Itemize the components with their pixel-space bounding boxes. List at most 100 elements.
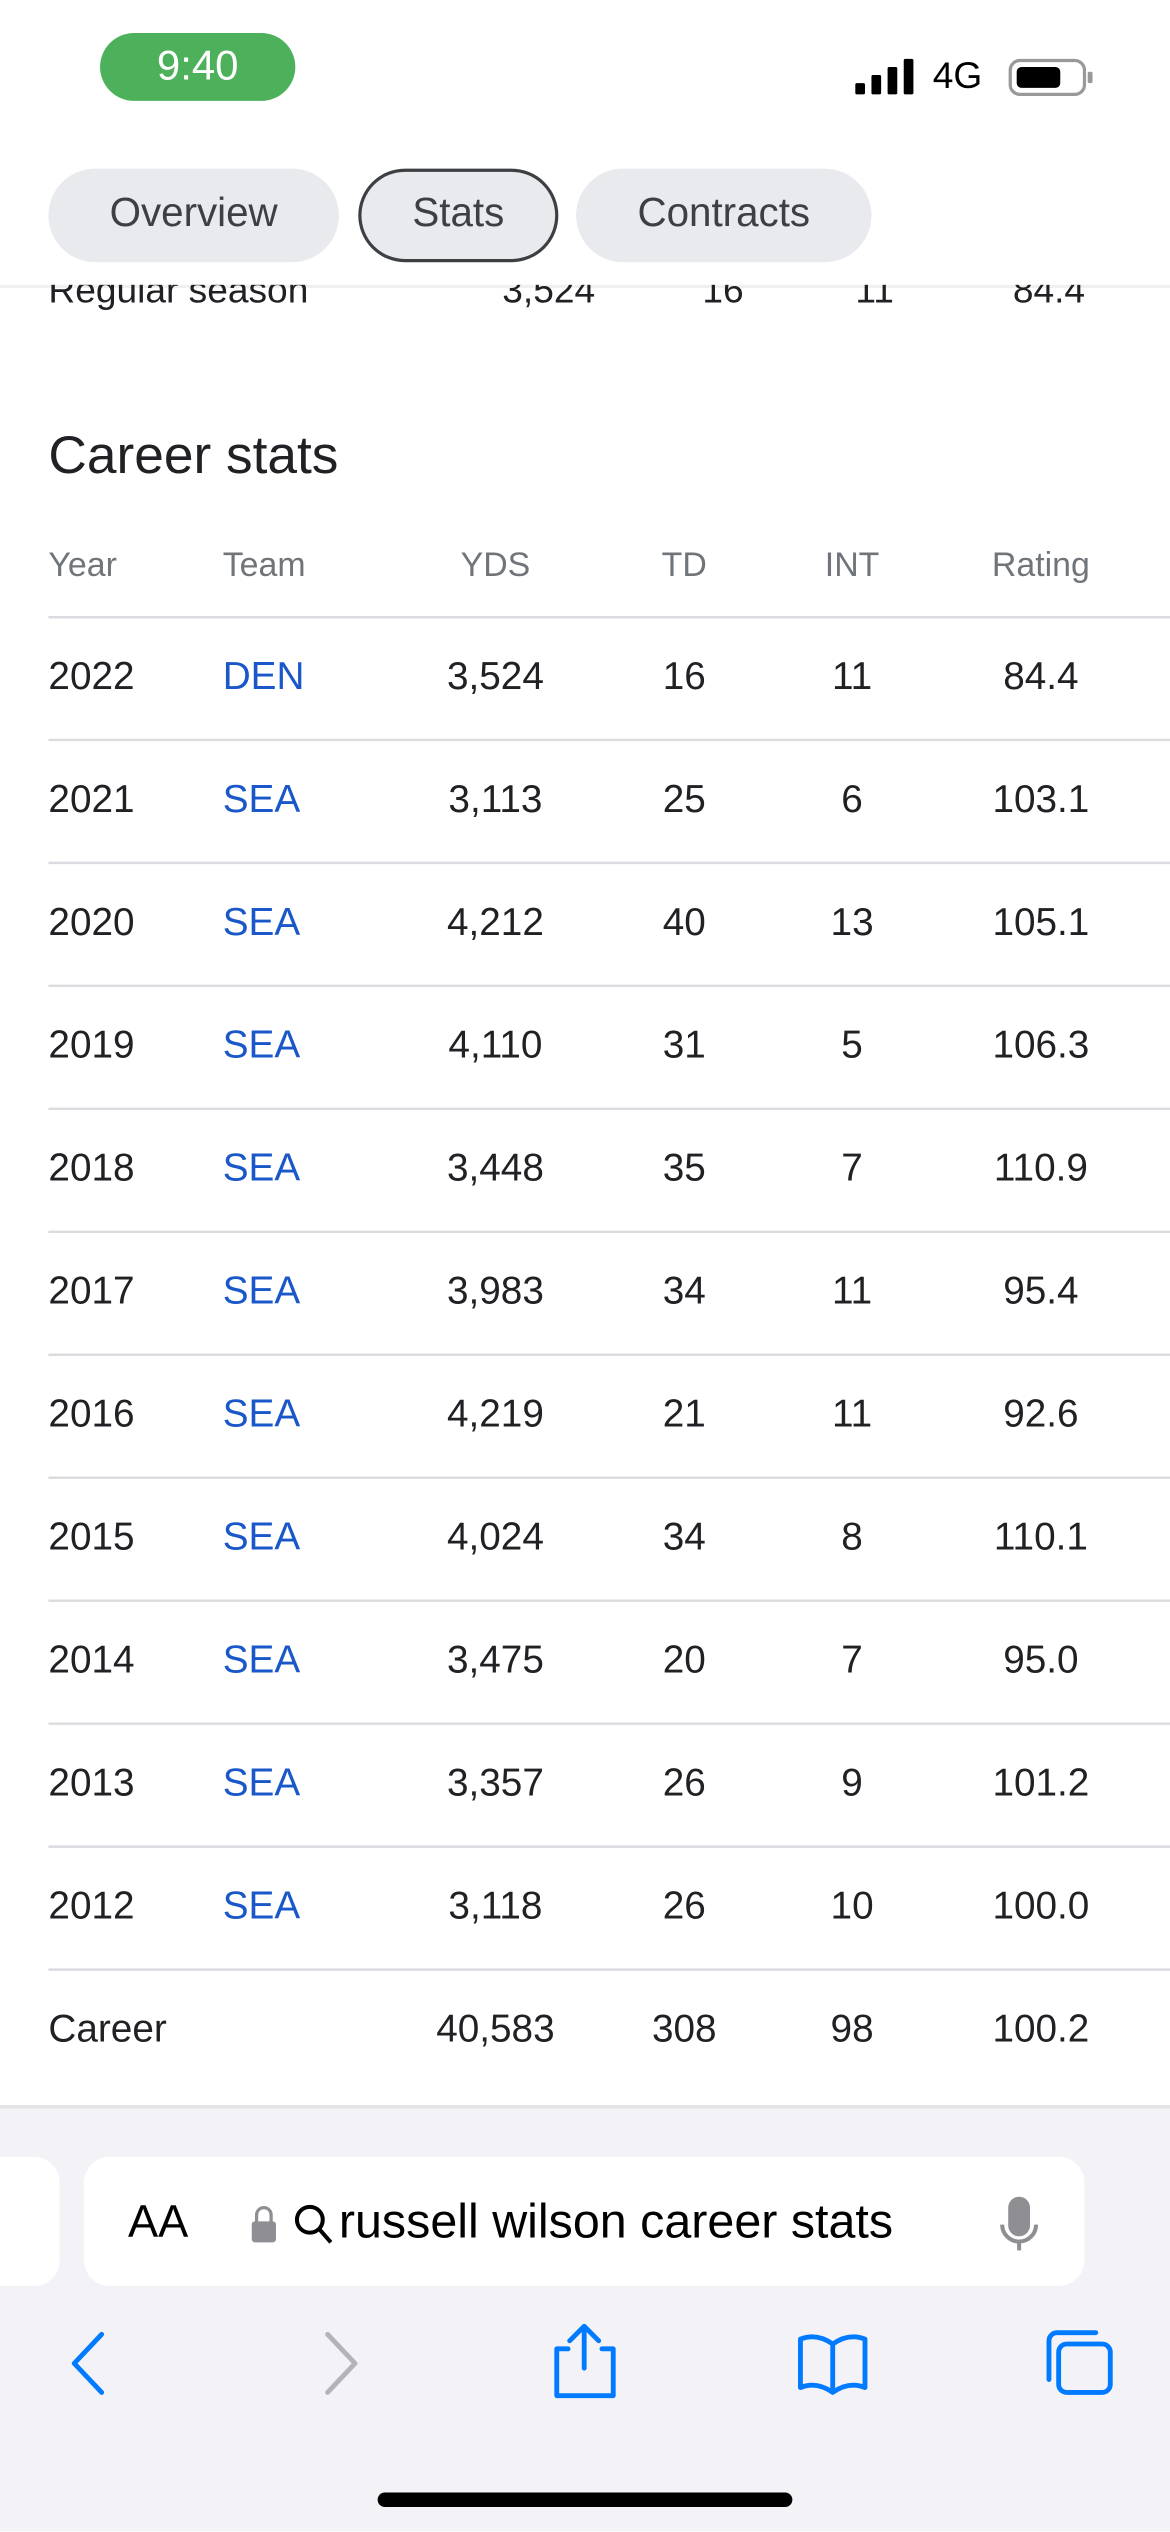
total-cell: Career: [48, 2007, 166, 2050]
prev-tab-pill[interactable]: [0, 2156, 60, 2286]
table-cell: 13: [831, 901, 874, 944]
table-cell: 7: [841, 1147, 863, 1190]
table-cell: SEA: [223, 901, 301, 944]
table-cell: 4,110: [448, 1024, 542, 1067]
tab-label[interactable]: Stats: [412, 189, 504, 235]
table-cell: 110.9: [994, 1147, 1088, 1190]
table-cell: SEA: [223, 1516, 301, 1559]
table-cell: 2018: [48, 1147, 134, 1190]
table-cell: 4,024: [447, 1516, 544, 1559]
table-cell: 6: [841, 778, 863, 821]
table-cell: 3,524: [447, 655, 544, 698]
table-cell: 2013: [48, 1762, 134, 1805]
column-header: Team: [223, 546, 306, 584]
battery: [1008, 58, 1093, 96]
table-cell: 11: [832, 1270, 872, 1313]
table-cell: 40: [663, 901, 706, 944]
table-cell: 2019: [48, 1024, 134, 1067]
table-cell: 9: [841, 1762, 863, 1805]
table-cell: 95.0: [1003, 1639, 1078, 1682]
table-cell: 7: [841, 1639, 863, 1682]
table-cell: SEA: [223, 1270, 301, 1313]
forward-button[interactable]: [325, 2331, 358, 2395]
total-cell: 100.2: [992, 2007, 1089, 2050]
bookmarks-button[interactable]: [798, 2334, 868, 2395]
table-cell: 2012: [48, 1885, 134, 1928]
table-cell: DEN: [223, 655, 305, 698]
table-cell: 84.4: [1003, 655, 1078, 698]
text-size-button[interactable]: AA: [128, 2196, 189, 2247]
mic-icon[interactable]: [1000, 2196, 1039, 2251]
table-cell: 2015: [48, 1516, 134, 1559]
back-button[interactable]: [71, 2331, 105, 2395]
total-cell: 40,583: [436, 2007, 554, 2050]
tab-label[interactable]: Contracts: [637, 189, 810, 235]
table-cell: 2020: [48, 901, 134, 944]
table-cell: 95.4: [1003, 1270, 1078, 1313]
lock-icon: [251, 2206, 276, 2243]
table-cell: 101.2: [992, 1762, 1089, 1805]
search-icon: [294, 2204, 333, 2244]
table-cell: SEA: [223, 1147, 301, 1190]
table-cell: 8: [841, 1516, 863, 1559]
address-bar[interactable]: [83, 2156, 1085, 2286]
table-cell: 92.6: [1003, 1393, 1078, 1436]
table-cell: 3,475: [447, 1639, 544, 1682]
table-cell: 35: [663, 1147, 706, 1190]
column-header: Year: [48, 546, 116, 584]
table-cell: 106.3: [992, 1024, 1089, 1067]
table-cell: 3,113: [448, 778, 542, 821]
total-cell: 308: [652, 2007, 717, 2050]
share-button[interactable]: [554, 2323, 616, 2399]
table-cell: 21: [663, 1393, 706, 1436]
tab[interactable]: [48, 168, 339, 263]
table-cell: 100.0: [992, 1885, 1089, 1928]
table-cell: 11: [832, 1393, 872, 1436]
network: 4G: [933, 54, 983, 96]
table-cell: 20: [663, 1639, 706, 1682]
table-cell: 2016: [48, 1393, 134, 1436]
tab-label[interactable]: Overview: [110, 189, 279, 235]
table-cell: SEA: [223, 778, 301, 821]
column-header: Rating: [992, 546, 1090, 584]
table-cell: 3,118: [448, 1885, 542, 1928]
table-cell: SEA: [223, 1024, 301, 1067]
table-cell: 3,448: [447, 1147, 544, 1190]
table-cell: 26: [663, 1885, 706, 1928]
time-pill: [100, 33, 296, 101]
table-cell: 10: [831, 1885, 874, 1928]
table-cell: SEA: [223, 1639, 301, 1682]
table-cell: 3,983: [447, 1270, 544, 1313]
table-cell: 34: [663, 1270, 706, 1313]
tabs-button[interactable]: [1046, 2330, 1113, 2395]
tab-active[interactable]: [358, 168, 559, 263]
table-cell: 2021: [48, 778, 134, 821]
tab[interactable]: [576, 168, 872, 263]
table-cell: SEA: [223, 1393, 301, 1436]
table-cell: 3,357: [447, 1762, 544, 1805]
section-title: Career stats: [48, 426, 338, 485]
table-cell: 4,212: [447, 901, 544, 944]
table-cell: SEA: [223, 1885, 301, 1928]
table-cell: 110.1: [994, 1516, 1088, 1559]
table-cell: 4,219: [447, 1393, 544, 1436]
total-cell: 98: [831, 2007, 874, 2050]
table-cell: 26: [663, 1762, 706, 1805]
signal: [855, 58, 914, 95]
table-cell: SEA: [223, 1762, 301, 1805]
column-header: TD: [662, 546, 707, 584]
table-cell: 16: [663, 655, 706, 698]
column-header: INT: [825, 546, 880, 584]
table-cell: 25: [663, 778, 706, 821]
column-header: YDS: [461, 546, 531, 584]
table-cell: 2014: [48, 1639, 134, 1682]
table-cell: 2022: [48, 655, 134, 698]
home-indicator: [377, 2492, 793, 2508]
table-cell: 31: [663, 1024, 706, 1067]
address-text[interactable]: russell wilson career stats: [339, 2194, 893, 2248]
separator: [0, 2105, 1170, 2109]
time: 9:40: [157, 42, 239, 89]
table-cell: 2017: [48, 1270, 134, 1313]
